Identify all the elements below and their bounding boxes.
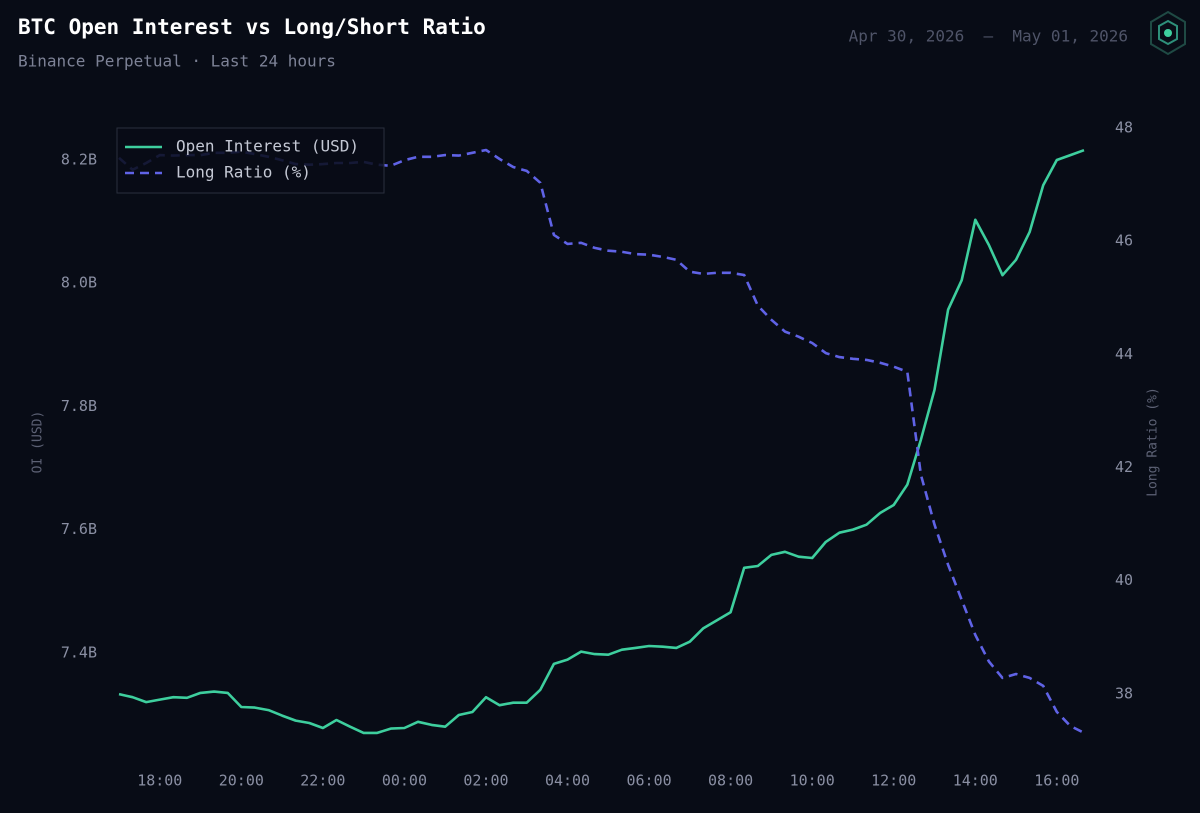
y2-tick-label: 40 <box>1115 571 1133 589</box>
x-tick-label: 20:00 <box>219 772 264 790</box>
x-tick-label: 04:00 <box>545 772 590 790</box>
legend-label: Long Ratio (%) <box>176 163 311 182</box>
x-tick-label: 12:00 <box>871 772 916 790</box>
date-range: Apr 30, 2026 — May 01, 2026 <box>849 27 1128 46</box>
chart-title: BTC Open Interest vs Long/Short Ratio <box>18 15 486 39</box>
y2-tick-label: 38 <box>1115 684 1133 702</box>
logo <box>1150 10 1186 56</box>
x-tick-label: 10:00 <box>790 772 835 790</box>
x-tick-label: 08:00 <box>708 772 753 790</box>
x-tick-label: 18:00 <box>137 772 182 790</box>
x-tick-label: 02:00 <box>463 772 508 790</box>
x-tick-label: 22:00 <box>300 772 345 790</box>
y-tick-label: 7.6B <box>61 520 97 538</box>
y-tick-label: 7.4B <box>61 643 97 661</box>
y-tick-label: 8.2B <box>61 151 97 169</box>
y2-axis-label: Long Ratio (%) <box>1146 387 1161 497</box>
x-tick-label: 14:00 <box>953 772 998 790</box>
y-axis-label: OI (USD) <box>31 411 46 474</box>
y2-tick-label: 44 <box>1115 345 1133 363</box>
y2-tick-label: 48 <box>1115 118 1133 136</box>
y2-tick-label: 42 <box>1115 458 1133 476</box>
legend: Open Interest (USD) Long Ratio (%) <box>116 127 385 194</box>
x-tick-label: 00:00 <box>382 772 427 790</box>
legend-label: Open Interest (USD) <box>176 137 359 156</box>
x-tick-label: 06:00 <box>626 772 671 790</box>
y2-tick-label: 46 <box>1115 232 1133 250</box>
x-tick-label: 16:00 <box>1034 772 1079 790</box>
series-line <box>118 148 1085 735</box>
chart-subtitle: Binance Perpetual · Last 24 hours <box>18 52 336 71</box>
y-tick-label: 8.0B <box>61 274 97 292</box>
legend-box <box>116 127 385 194</box>
y-tick-label: 7.8B <box>61 397 97 415</box>
